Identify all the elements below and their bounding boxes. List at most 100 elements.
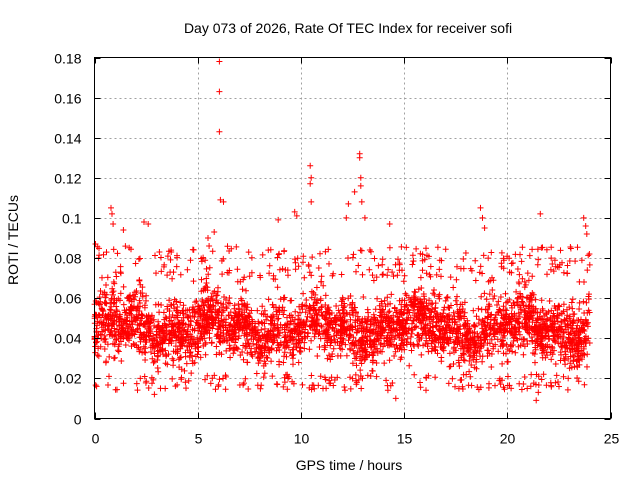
data-point bbox=[325, 246, 332, 253]
data-point bbox=[548, 356, 555, 363]
data-point bbox=[150, 342, 157, 349]
data-point bbox=[118, 321, 125, 328]
data-point bbox=[281, 338, 288, 345]
data-point bbox=[398, 311, 405, 318]
data-point bbox=[523, 310, 530, 317]
data-point bbox=[110, 279, 117, 285]
data-point bbox=[377, 332, 384, 339]
data-point bbox=[183, 360, 190, 367]
data-point bbox=[195, 327, 202, 334]
data-point bbox=[198, 258, 205, 265]
data-point bbox=[586, 291, 592, 298]
data-point bbox=[394, 332, 401, 339]
data-point bbox=[448, 302, 454, 309]
data-point bbox=[423, 270, 430, 277]
data-point bbox=[151, 391, 158, 398]
data-point bbox=[415, 303, 422, 310]
data-point bbox=[299, 381, 306, 388]
data-point bbox=[474, 347, 481, 354]
data-point bbox=[141, 219, 147, 225]
data-point bbox=[305, 261, 312, 268]
data-point bbox=[114, 326, 121, 333]
data-point bbox=[226, 345, 233, 352]
data-point bbox=[379, 261, 386, 268]
data-point bbox=[387, 315, 394, 321]
data-point bbox=[127, 310, 134, 317]
data-point bbox=[233, 243, 240, 250]
data-point bbox=[407, 341, 414, 348]
data-point bbox=[488, 336, 495, 343]
data-point bbox=[200, 312, 207, 319]
data-point bbox=[174, 254, 181, 261]
data-point bbox=[123, 317, 130, 324]
data-point bbox=[281, 247, 288, 254]
data-point bbox=[566, 335, 573, 342]
data-point bbox=[466, 341, 473, 348]
data-point bbox=[333, 332, 340, 338]
data-point bbox=[457, 265, 464, 272]
data-point bbox=[347, 346, 354, 353]
data-point bbox=[426, 314, 433, 320]
data-point bbox=[470, 307, 477, 314]
data-point bbox=[188, 318, 194, 325]
data-point bbox=[221, 294, 227, 300]
data-point bbox=[112, 332, 119, 339]
data-point bbox=[365, 313, 372, 320]
data-point bbox=[227, 354, 234, 361]
data-point bbox=[258, 349, 265, 356]
data-point bbox=[451, 344, 458, 351]
data-point bbox=[390, 273, 397, 280]
data-point bbox=[471, 334, 478, 341]
data-point bbox=[464, 348, 471, 355]
data-point bbox=[120, 301, 127, 308]
data-point bbox=[506, 325, 513, 332]
data-point bbox=[410, 258, 417, 265]
data-point bbox=[167, 256, 174, 263]
data-point bbox=[345, 337, 352, 344]
data-point bbox=[552, 305, 559, 312]
data-point bbox=[513, 288, 520, 295]
data-point bbox=[110, 299, 117, 306]
data-point bbox=[281, 374, 288, 381]
data-point bbox=[208, 293, 215, 300]
data-point bbox=[151, 337, 157, 344]
data-point bbox=[578, 337, 585, 344]
data-point bbox=[326, 260, 332, 267]
data-point bbox=[564, 306, 570, 313]
data-point bbox=[430, 290, 437, 297]
data-point bbox=[109, 312, 116, 319]
data-point bbox=[226, 322, 233, 329]
data-point bbox=[254, 307, 261, 314]
data-point bbox=[234, 278, 241, 285]
data-point bbox=[498, 263, 505, 270]
data-point bbox=[198, 288, 205, 295]
data-point bbox=[223, 331, 230, 338]
data-point bbox=[504, 358, 511, 365]
data-point bbox=[169, 323, 176, 330]
data-point bbox=[184, 307, 191, 314]
data-point bbox=[308, 272, 315, 279]
data-point bbox=[440, 310, 447, 317]
data-point bbox=[118, 358, 125, 364]
data-point bbox=[459, 306, 466, 312]
data-point bbox=[455, 310, 462, 317]
data-point bbox=[266, 270, 273, 277]
data-point bbox=[228, 245, 235, 252]
data-point bbox=[444, 329, 450, 336]
data-point bbox=[487, 316, 494, 323]
y-tick-label: 0.12 bbox=[54, 171, 81, 187]
data-point bbox=[387, 327, 394, 334]
data-point bbox=[363, 328, 370, 335]
data-point bbox=[192, 341, 199, 348]
data-point bbox=[246, 313, 253, 320]
data-point bbox=[337, 322, 344, 329]
data-point bbox=[330, 382, 337, 389]
data-point bbox=[276, 250, 283, 257]
data-point bbox=[296, 303, 303, 310]
data-point bbox=[569, 326, 576, 332]
data-point bbox=[120, 283, 127, 290]
data-point bbox=[194, 303, 201, 310]
data-point bbox=[198, 276, 205, 283]
data-point bbox=[434, 311, 441, 318]
data-point bbox=[184, 342, 191, 349]
